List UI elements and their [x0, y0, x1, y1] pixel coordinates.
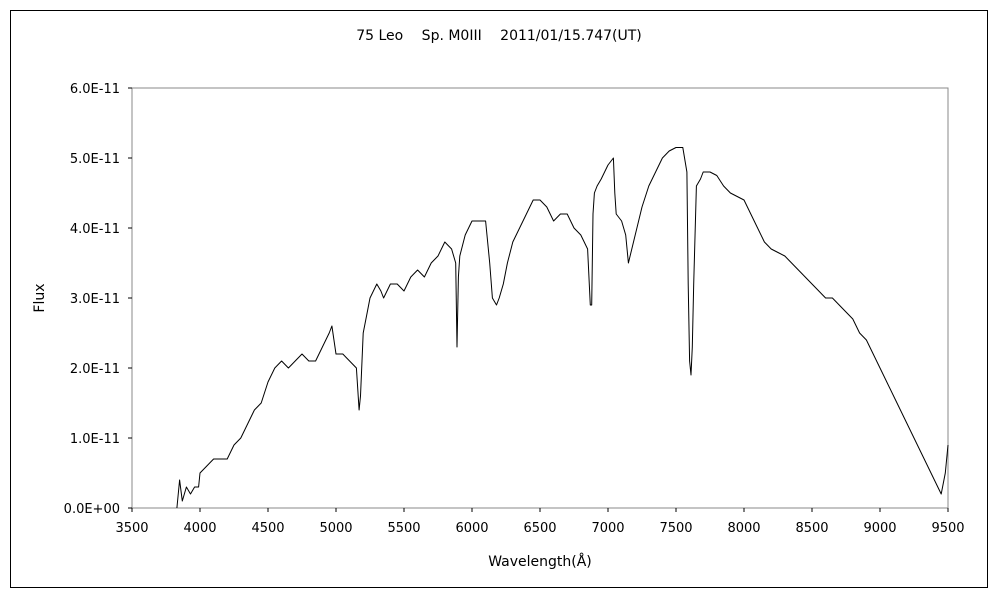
x-tick-label: 3500	[115, 521, 148, 536]
x-tick-label: 6000	[455, 521, 488, 536]
x-tick-label: 7000	[591, 521, 624, 536]
y-tick-label: 0.0E+00	[64, 502, 120, 517]
y-tick-label: 6.0E-11	[70, 82, 120, 97]
y-axis-title: Flux	[32, 283, 48, 312]
y-tick-label: 1.0E-11	[70, 432, 120, 447]
x-tick-label: 8000	[727, 521, 760, 536]
series-layer	[176, 147, 949, 509]
chart-title: 75 Leo Sp. M0III 2011/01/15.747(UT)	[356, 28, 642, 44]
x-tick-label: 5500	[387, 521, 420, 536]
x-tick-label: 6500	[523, 521, 556, 536]
y-tick-label: 5.0E-11	[70, 152, 120, 167]
x-tick-label: 8500	[795, 521, 828, 536]
plot-area	[131, 87, 949, 509]
x-tick-label: 5000	[319, 521, 352, 536]
x-tick-label: 9000	[863, 521, 896, 536]
x-tick-label: 9500	[931, 521, 964, 536]
x-axis-title: Wavelength(Å)	[488, 553, 592, 570]
x-tick-label: 4500	[251, 521, 284, 536]
spectrum-line	[176, 147, 949, 509]
chart-frame	[10, 10, 988, 588]
y-tick-label: 3.0E-11	[70, 292, 120, 307]
y-axis: 0.0E+00 1.0E-11 2.0E-11 3.0E-11 4.0E-11 5.0E-…	[64, 82, 132, 517]
x-axis: 3500 4000 4500 5000 5500 6000 6500 7000 7500 8000…	[115, 508, 965, 536]
x-tick-label: 4000	[183, 521, 216, 536]
y-tick-label: 2.0E-11	[70, 362, 120, 377]
y-tick-label: 4.0E-11	[70, 222, 120, 237]
x-tick-label: 7500	[659, 521, 692, 536]
